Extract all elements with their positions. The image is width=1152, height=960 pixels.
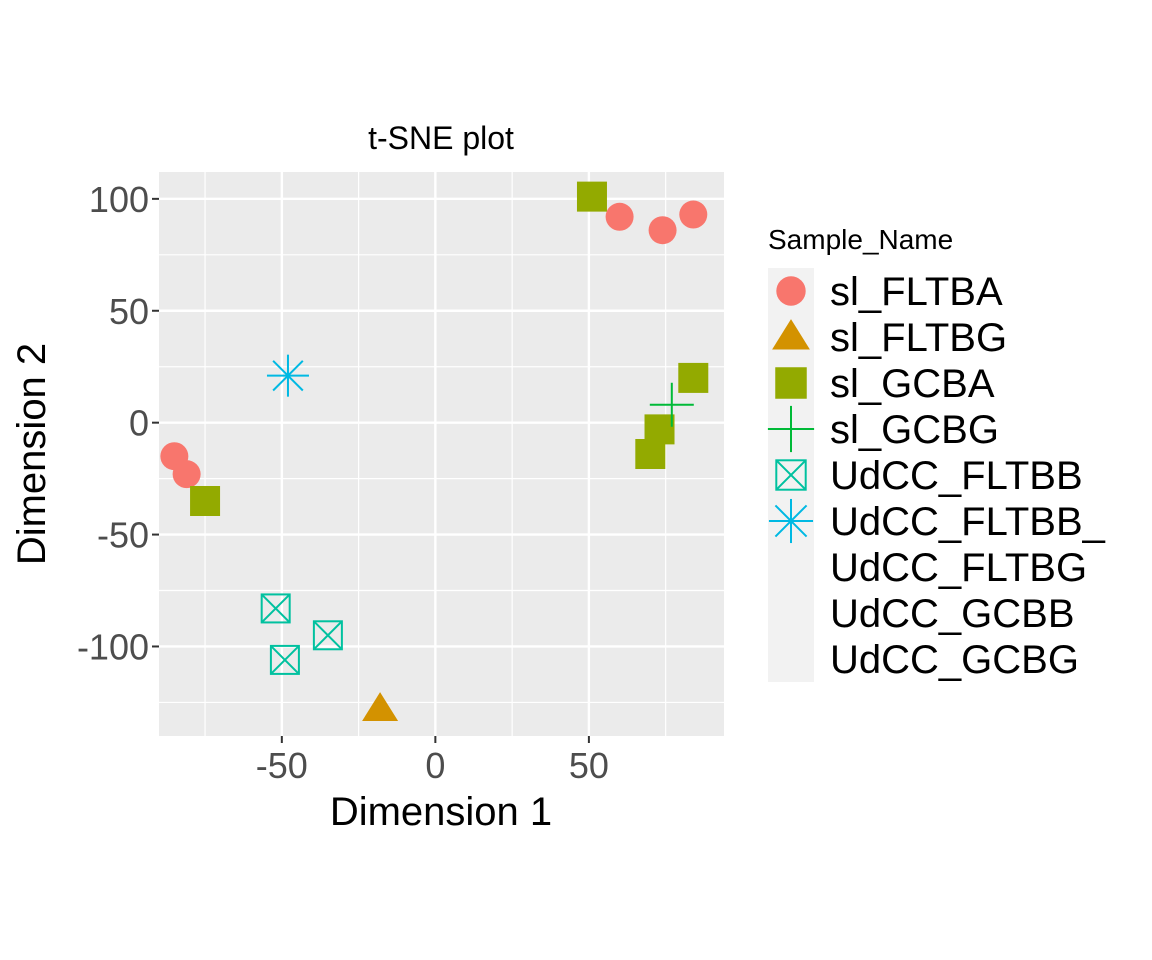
- x-axis-ticks: -50 0 50: [256, 736, 609, 786]
- x-stroke: [775, 459, 807, 491]
- legend-key-boxed-x: [775, 459, 807, 491]
- legend-label: UdCC_GCBB: [830, 592, 1075, 636]
- box-outline: [312, 620, 343, 651]
- data-point-boxed-x: [260, 593, 291, 624]
- data-point-square: [190, 486, 221, 516]
- data-points: [160, 181, 709, 722]
- y-tick-label: 100: [89, 179, 149, 220]
- y-tick-label: -100: [77, 626, 149, 667]
- y-axis-title: Dimension 2: [10, 343, 54, 565]
- legend-key: [775, 459, 807, 491]
- legend-title: Sample_Name: [768, 224, 953, 255]
- legend-key: [768, 498, 814, 544]
- legend-label: UdCC_GCBG: [830, 638, 1079, 682]
- data-point-circle: [679, 200, 708, 229]
- star-stroke: [272, 360, 304, 392]
- x-tick-label: -50: [256, 745, 308, 786]
- legend-key-plus: [767, 405, 815, 453]
- box-outline: [775, 459, 807, 491]
- x-stroke: [270, 645, 300, 675]
- x-tick-label: 0: [425, 745, 445, 786]
- data-point-asterisk: [266, 354, 309, 397]
- data-point-circle: [648, 216, 677, 245]
- legend-key: [776, 276, 806, 306]
- x-tick-label: 50: [569, 745, 609, 786]
- legend-label: sl_GCBA: [830, 362, 995, 406]
- data-point-circle: [172, 460, 201, 489]
- legend: Sample_Name sl_FLTBAsl_FLTBGsl_GCBAsl_GC…: [767, 224, 1106, 682]
- plot-background: [159, 172, 724, 736]
- y-axis-ticks: 100 50 0 -50 -100: [77, 179, 159, 667]
- y-tick-label: 0: [129, 403, 149, 444]
- plot-panel: [159, 172, 724, 736]
- box-outline: [260, 593, 291, 624]
- legend-label: sl_GCBG: [830, 408, 999, 452]
- legend-key-square: [775, 367, 807, 399]
- data-point-circle: [605, 202, 634, 231]
- chart-title: t-SNE plot: [368, 120, 514, 156]
- box-outline: [269, 644, 300, 675]
- x-stroke: [313, 620, 343, 650]
- y-tick-label: -50: [97, 515, 149, 556]
- legend-key-triangle: [772, 319, 810, 350]
- data-point-square: [678, 362, 709, 393]
- data-point-boxed-x: [269, 644, 300, 675]
- data-point-triangle: [362, 692, 399, 722]
- legend-label: UdCC_FLTBB: [830, 454, 1083, 498]
- star-stroke: [774, 504, 808, 538]
- legend-key-circle: [776, 276, 806, 306]
- legend-items: sl_FLTBAsl_FLTBGsl_GCBAsl_GCBGUdCC_FLTBB…: [767, 268, 1106, 682]
- legend-label: sl_FLTBG: [830, 316, 1007, 360]
- data-point-square: [576, 181, 607, 212]
- x-stroke: [260, 593, 291, 624]
- legend-key: [767, 405, 815, 453]
- legend-key: [775, 367, 807, 399]
- legend-key: [772, 319, 810, 350]
- data-point-plus: [649, 382, 694, 427]
- data-point-square: [635, 439, 666, 469]
- y-tick-label: 50: [109, 291, 149, 332]
- x-axis-title: Dimension 1: [330, 790, 552, 834]
- legend-label: sl_FLTBA: [830, 270, 1003, 314]
- legend-label: UdCC_FLTBB_: [830, 500, 1106, 544]
- legend-key-asterisk: [768, 498, 814, 544]
- data-point-boxed-x: [312, 620, 343, 651]
- legend-label: UdCC_FLTBG: [830, 546, 1087, 590]
